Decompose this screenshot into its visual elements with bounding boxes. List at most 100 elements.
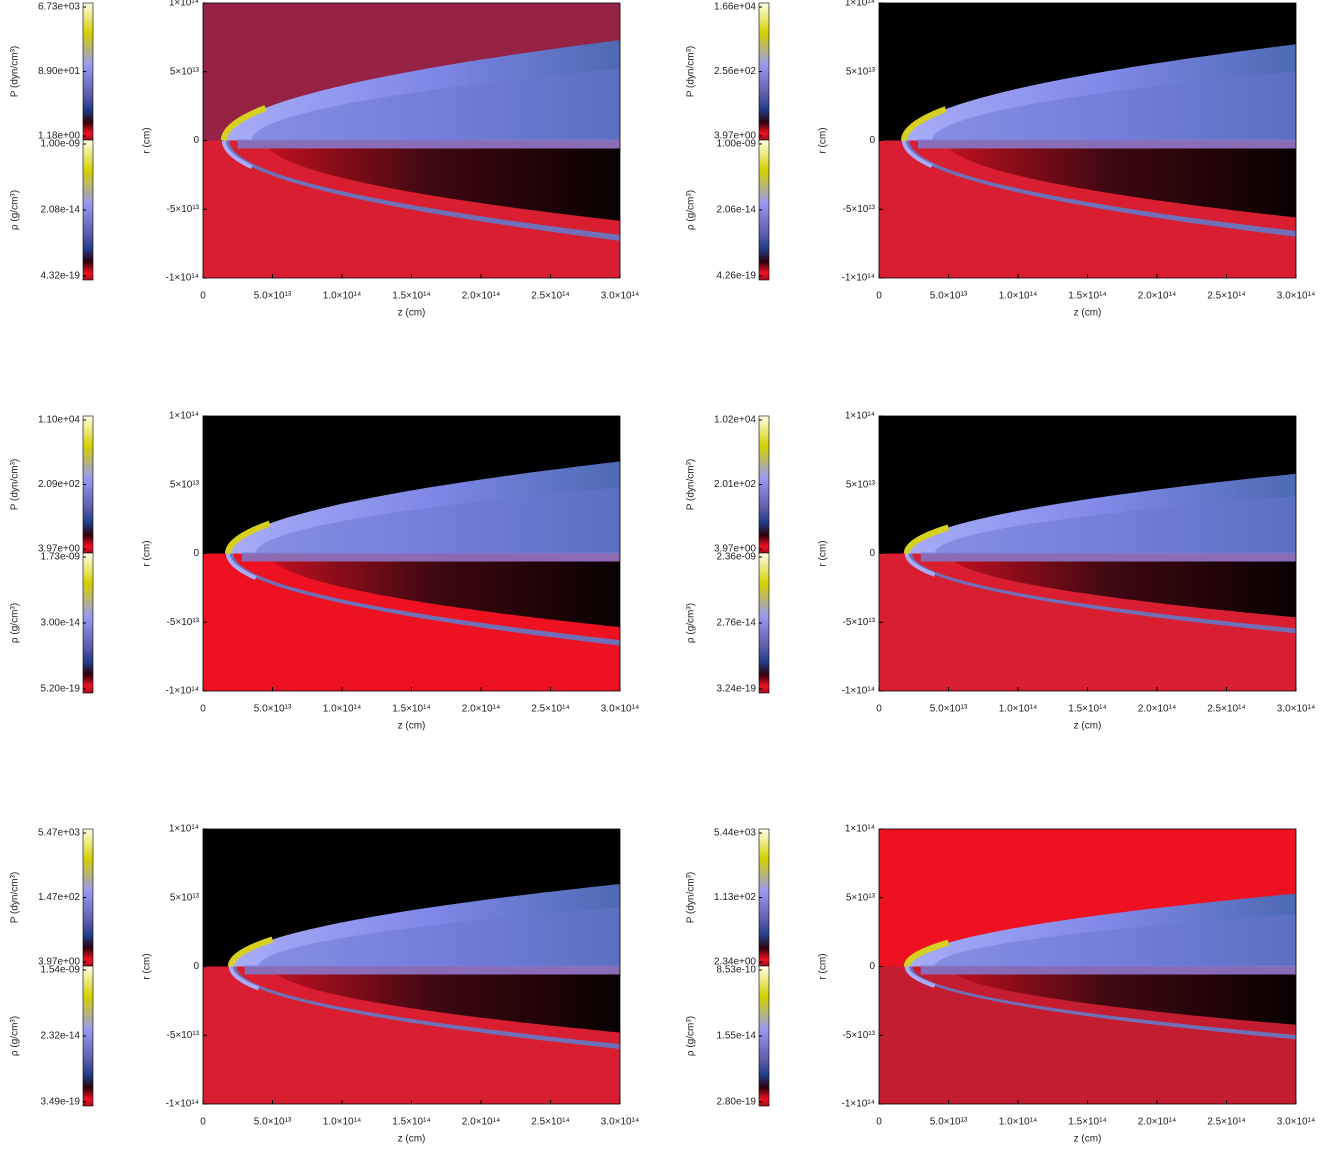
panel: P (dyn/cm³)1.02e+042.01e+023.97e+00ρ (g/… [686,411,1316,732]
colorbar-tick-label: 1.73e-09 [41,552,81,563]
colorbar-tick-label: 3.49e-19 [41,1097,81,1108]
y-tick-label: 5×10¹³ [170,479,200,490]
axis-strip [921,966,1296,975]
y-tick-label: -5×10¹³ [842,1030,875,1041]
x-tick-label: 1.5×10¹⁴ [1068,704,1107,715]
colorbar-tick-label: 2.06e-14 [717,205,757,216]
colorbar-label: ρ (g/cm³) [10,1016,21,1056]
colorbar-tick-label: 2.56e+02 [714,66,756,77]
x-axis-label: z (cm) [398,308,426,319]
plot [203,829,630,1104]
y-axis-label: r (cm) [818,127,829,153]
colorbar-label: P (dyn/cm³) [10,459,21,511]
y-tick-label: 1×10¹⁴ [845,824,875,835]
x-tick-label: 5.0×10¹³ [254,704,292,715]
y-axis-label: r (cm) [142,953,153,979]
colorbar-tick-label: 2.76e-14 [717,618,757,629]
y-tick-label: -1×10¹⁴ [842,1099,875,1110]
y-tick-label: 1×10¹⁴ [845,0,875,9]
x-tick-label: 1.0×10¹⁴ [323,704,362,715]
colorbar-tick-label: 3.24e-19 [717,684,757,695]
x-tick-label: 2.0×10¹⁴ [462,291,501,302]
x-tick-label: 2.5×10¹⁴ [531,704,570,715]
colorbar-tick-label: 2.09e+02 [38,479,80,490]
y-axis-label: r (cm) [818,953,829,979]
x-tick-label: 2.5×10¹⁴ [531,1117,570,1128]
plot [203,3,630,278]
x-tick-label: 0 [876,291,882,302]
y-tick-label: 0 [193,961,199,972]
figure: P (dyn/cm³)6.73e+038.90e+011.18e+00ρ (g/… [0,0,1343,1153]
colorbar-label: ρ (g/cm³) [686,1016,697,1056]
x-tick-label: 2.5×10¹⁴ [1207,291,1246,302]
x-axis-label: z (cm) [1074,721,1102,732]
x-tick-label: 0 [200,291,206,302]
colorbar-tick-label: 1.47e+02 [38,892,80,903]
colorbar-tick-label: 8.53e-10 [717,965,757,976]
y-tick-label: 5×10¹³ [846,66,876,77]
x-tick-label: 1.0×10¹⁴ [999,1117,1038,1128]
colorbar-label: P (dyn/cm³) [686,872,697,924]
x-tick-label: 0 [876,704,882,715]
colorbar-label: P (dyn/cm³) [686,459,697,511]
x-tick-label: 1.5×10¹⁴ [1068,291,1107,302]
y-tick-label: -1×10¹⁴ [842,686,875,697]
axis-strip [245,966,620,975]
y-axis-label: r (cm) [142,127,153,153]
colorbar-tick-label: 6.73e+03 [38,2,80,13]
x-tick-label: 1.5×10¹⁴ [392,704,431,715]
colorbar-tick-label: 1.13e+02 [714,892,756,903]
x-tick-label: 1.0×10¹⁴ [999,704,1038,715]
colorbar-tick-label: 5.44e+03 [714,828,756,839]
x-tick-label: 3.0×10¹⁴ [601,1117,640,1128]
axis-strip [921,553,1296,562]
panel: P (dyn/cm³)6.73e+038.90e+011.18e+00ρ (g/… [10,0,640,319]
y-tick-label: 0 [869,961,875,972]
colorbar-tick-label: 2.80e-19 [717,1097,757,1108]
x-tick-label: 2.0×10¹⁴ [462,704,501,715]
x-tick-label: 3.0×10¹⁴ [601,704,640,715]
y-tick-label: 1×10¹⁴ [169,824,199,835]
y-tick-label: -5×10¹³ [166,1030,199,1041]
colorbar-tick-label: 8.90e+01 [38,66,80,77]
x-tick-label: 2.5×10¹⁴ [1207,1117,1246,1128]
panel: P (dyn/cm³)1.66e+042.56e+023.97e+00ρ (g/… [686,0,1316,319]
y-tick-label: -5×10¹³ [842,617,875,628]
y-tick-label: 5×10¹³ [846,479,876,490]
y-axis-label: r (cm) [818,540,829,566]
y-tick-label: 5×10¹³ [170,66,200,77]
axis-strip [918,140,1296,149]
y-tick-label: 0 [193,548,199,559]
colorbar-tick-label: 2.36e-09 [717,552,757,563]
y-tick-label: -1×10¹⁴ [166,686,199,697]
x-tick-label: 3.0×10¹⁴ [1277,291,1316,302]
y-tick-label: 5×10¹³ [170,892,200,903]
y-tick-label: -1×10¹⁴ [166,273,199,284]
y-tick-label: 5×10¹³ [846,892,876,903]
panel: P (dyn/cm³)5.44e+031.13e+022.34e+00ρ (g/… [686,824,1316,1145]
colorbar-label: ρ (g/cm³) [10,603,21,643]
colorbar-label: ρ (g/cm³) [686,190,697,230]
plot [879,3,1306,278]
x-tick-label: 3.0×10¹⁴ [1277,704,1316,715]
x-tick-label: 5.0×10¹³ [254,291,292,302]
x-tick-label: 2.5×10¹⁴ [1207,704,1246,715]
colorbar-label: P (dyn/cm³) [10,872,21,924]
x-tick-label: 5.0×10¹³ [930,291,968,302]
x-tick-label: 5.0×10¹³ [930,704,968,715]
y-tick-label: -5×10¹³ [166,204,199,215]
colorbar-tick-label: 5.20e-19 [41,684,81,695]
y-tick-label: 0 [869,135,875,146]
x-axis-label: z (cm) [1074,308,1102,319]
y-axis-label: r (cm) [142,540,153,566]
colorbar-tick-label: 4.32e-19 [41,271,81,282]
x-tick-label: 1.5×10¹⁴ [1068,1117,1107,1128]
colorbar-tick-label: 1.10e+04 [38,415,80,426]
colorbar-label: P (dyn/cm³) [686,46,697,98]
x-axis-label: z (cm) [398,1134,426,1145]
plot [203,416,630,691]
y-tick-label: -1×10¹⁴ [842,273,875,284]
axis-strip [238,140,620,149]
x-tick-label: 2.0×10¹⁴ [1138,704,1177,715]
colorbar-tick-label: 4.26e-19 [717,271,757,282]
